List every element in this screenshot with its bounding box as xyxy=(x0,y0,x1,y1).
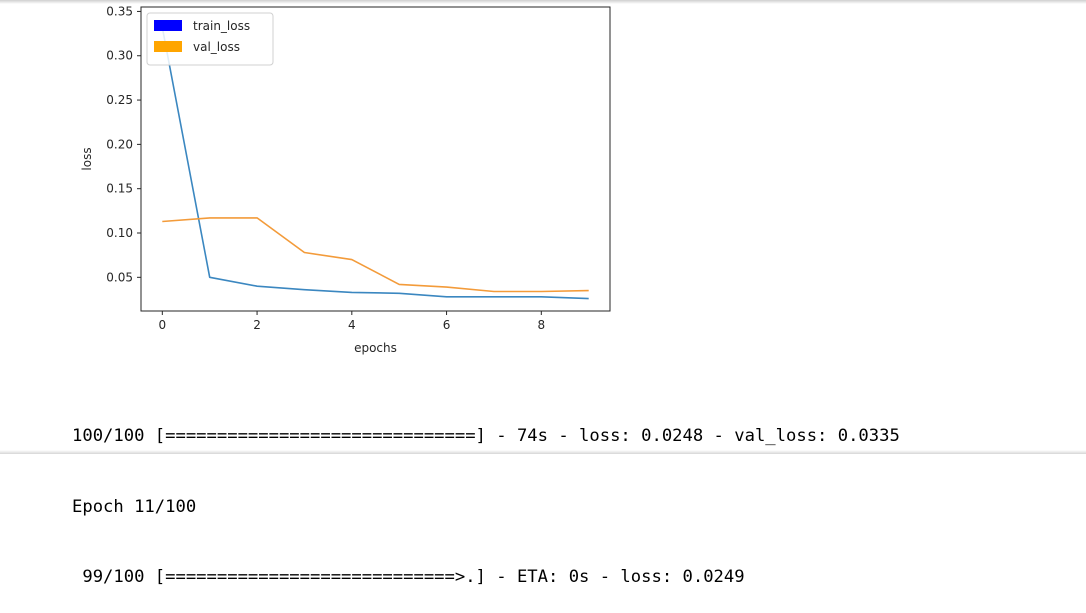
y-tick-label: 0.15 xyxy=(106,182,133,196)
y-tick-label: 0.20 xyxy=(106,137,133,151)
cell-top-border xyxy=(0,0,1086,4)
legend-label-val-loss: val_loss xyxy=(193,40,240,54)
x-tick-label: 0 xyxy=(158,318,166,332)
loss-chart: 0 2 4 6 8 0.05 0.10 0.15 0.20 0.25 0.30 0.35 train_… xyxy=(0,0,640,370)
x-axis-label: epochs xyxy=(354,341,397,355)
training-log-output: 100/100 [==============================]… xyxy=(72,378,900,613)
legend-label-train-loss: train_loss xyxy=(193,19,250,33)
loss-chart-svg: 0 2 4 6 8 0.05 0.10 0.15 0.20 0.25 0.30 0.35 train_… xyxy=(80,4,611,355)
axis-ticks: 0 2 4 6 8 0.05 0.10 0.15 0.20 0.25 0.30 0.35 xyxy=(106,4,545,332)
legend: train_loss val_loss xyxy=(146,12,274,66)
y-tick-label: 0.35 xyxy=(106,4,133,18)
x-tick-label: 4 xyxy=(348,318,356,332)
x-tick-label: 6 xyxy=(443,318,451,332)
cell-bottom-border xyxy=(0,450,1086,454)
series-lines xyxy=(161,27,589,300)
x-tick-label: 2 xyxy=(253,318,261,332)
series-line-train-loss xyxy=(161,27,589,300)
y-axis-label: loss xyxy=(80,147,94,170)
y-tick-label: 0.30 xyxy=(106,49,133,63)
y-tick-label: 0.25 xyxy=(106,93,133,107)
log-line-progress: 99/100 [============================>.] … xyxy=(72,567,745,587)
log-line-epoch-summary: 100/100 [==============================]… xyxy=(72,426,900,446)
series-line-val-loss xyxy=(162,217,589,293)
legend-swatch-val-loss xyxy=(154,41,182,52)
y-tick-label: 0.05 xyxy=(106,270,133,284)
log-line-epoch-header: Epoch 11/100 xyxy=(72,496,197,517)
x-tick-label: 8 xyxy=(537,318,545,332)
legend-swatch-train-loss xyxy=(154,20,182,31)
y-tick-label: 0.10 xyxy=(106,226,133,240)
